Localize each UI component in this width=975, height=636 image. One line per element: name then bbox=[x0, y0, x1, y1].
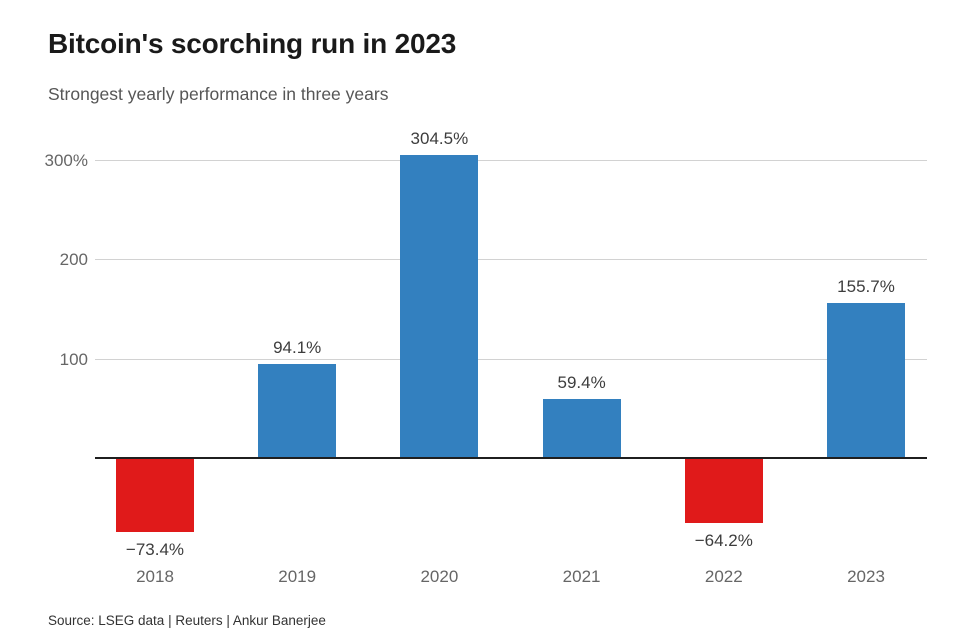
gridline-300 bbox=[95, 159, 927, 161]
bar-2020 bbox=[400, 155, 479, 458]
category-label-2022: 2022 bbox=[704, 567, 743, 586]
ytick-label-300: 300% bbox=[44, 150, 88, 170]
category-label-2020: 2020 bbox=[420, 567, 459, 586]
category-label-2019: 2019 bbox=[278, 567, 317, 586]
bar-2023 bbox=[827, 303, 905, 458]
bar-2019 bbox=[258, 364, 337, 458]
ytick-label-200: 200 bbox=[59, 250, 88, 269]
bar-2022 bbox=[684, 459, 763, 523]
category-label-2021: 2021 bbox=[562, 567, 601, 586]
value-label-2023: 155.7% bbox=[837, 277, 895, 297]
chart-title: Bitcoin's scorching run in 2023 bbox=[48, 28, 457, 59]
value-label-2018: −73.4% bbox=[125, 540, 185, 560]
gridline-100 bbox=[95, 358, 927, 360]
value-label-2021: 59.4% bbox=[557, 372, 606, 392]
chart-subtitle: Strongest yearly performance in three ye… bbox=[48, 84, 389, 104]
source-line: Source: LSEG data | Reuters | Ankur Bane… bbox=[48, 613, 326, 628]
value-label-2019: 94.1% bbox=[273, 338, 322, 358]
category-label-2018: 2018 bbox=[136, 567, 174, 586]
zero-axis-line bbox=[95, 457, 927, 459]
category-label-2023: 2023 bbox=[847, 567, 885, 586]
ytick-label-100: 100 bbox=[59, 349, 88, 369]
bar-2018 bbox=[116, 459, 194, 533]
value-label-2022: −64.2% bbox=[694, 530, 753, 550]
gridline-200 bbox=[95, 259, 927, 260]
value-label-2020: 304.5% bbox=[410, 129, 469, 149]
bar-2021 bbox=[542, 398, 621, 458]
